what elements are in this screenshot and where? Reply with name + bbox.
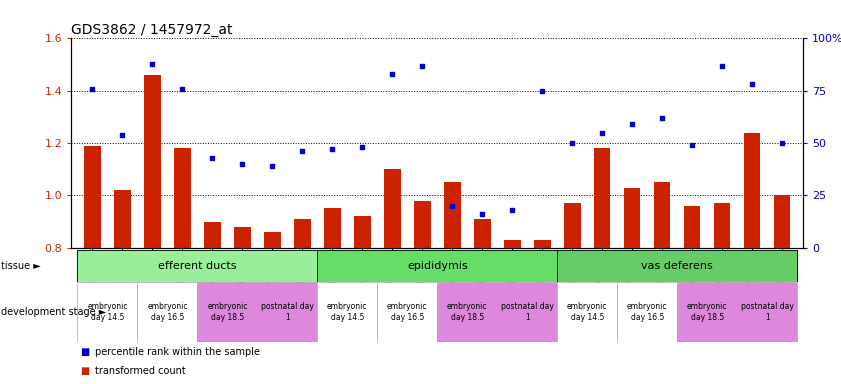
Text: ■: ■ [80,366,89,376]
Bar [414,200,431,248]
Point [386,71,399,77]
Point [716,63,729,69]
Bar [77,250,317,282]
Bar [617,282,677,342]
Bar [264,232,281,248]
Text: epididymis: epididymis [407,261,468,271]
Point [775,140,789,146]
Bar [497,282,558,342]
Text: embryonic
day 18.5: embryonic day 18.5 [447,302,488,322]
Text: efferent ducts: efferent ducts [158,261,236,271]
Bar [437,282,497,342]
Bar [114,190,130,248]
Bar [137,282,198,342]
Text: embryonic
day 14.5: embryonic day 14.5 [87,302,128,322]
Bar [234,227,251,248]
Bar [84,146,101,248]
Point [595,129,609,136]
Bar [198,282,257,342]
Bar [624,187,641,248]
Text: development stage ►: development stage ► [1,307,106,317]
Point [685,142,699,148]
Point [296,148,309,154]
Point [626,121,639,127]
Bar [474,219,490,248]
Text: embryonic
day 16.5: embryonic day 16.5 [627,302,668,322]
Bar [384,169,400,248]
Bar [504,240,521,248]
Bar [564,203,580,248]
Bar [444,182,461,248]
Bar [324,209,341,248]
Bar [534,240,551,248]
Point [176,86,189,92]
Text: embryonic
day 16.5: embryonic day 16.5 [147,302,188,322]
Bar [738,282,797,342]
Point [505,207,519,213]
Bar [684,206,701,248]
Point [206,155,220,161]
Text: tissue ►: tissue ► [1,261,40,271]
Text: embryonic
day 18.5: embryonic day 18.5 [207,302,247,322]
Bar [257,282,317,342]
Text: vas deferens: vas deferens [642,261,713,271]
Bar [77,282,137,342]
Bar [677,282,738,342]
Bar [774,195,791,248]
Point [325,146,339,152]
Bar [204,222,220,248]
Point [475,211,489,217]
Point [235,161,249,167]
Bar [744,132,760,248]
Bar [317,282,378,342]
Bar [294,219,310,248]
Text: embryonic
day 14.5: embryonic day 14.5 [567,302,607,322]
Bar [378,282,437,342]
Text: percentile rank within the sample: percentile rank within the sample [95,347,260,357]
Bar [558,282,617,342]
Bar [354,216,371,248]
Point [86,86,99,92]
Point [536,88,549,94]
Point [116,132,130,138]
Text: transformed count: transformed count [95,366,186,376]
Point [745,81,759,88]
Text: GDS3862 / 1457972_at: GDS3862 / 1457972_at [71,23,233,37]
Text: postnatal day
1: postnatal day 1 [501,302,553,322]
Point [655,115,669,121]
Text: postnatal day
1: postnatal day 1 [261,302,314,322]
Bar [317,250,558,282]
Text: embryonic
day 18.5: embryonic day 18.5 [687,302,727,322]
Bar [714,203,731,248]
Point [356,144,369,150]
Text: embryonic
day 16.5: embryonic day 16.5 [387,302,427,322]
Point [145,60,159,66]
Point [446,203,459,209]
Text: embryonic
day 14.5: embryonic day 14.5 [327,302,368,322]
Bar [558,250,797,282]
Text: ■: ■ [80,347,89,357]
Bar [144,75,161,248]
Point [565,140,579,146]
Bar [654,182,670,248]
Text: postnatal day
1: postnatal day 1 [741,302,794,322]
Point [266,163,279,169]
Bar [594,148,611,248]
Bar [174,148,191,248]
Point [415,63,429,69]
